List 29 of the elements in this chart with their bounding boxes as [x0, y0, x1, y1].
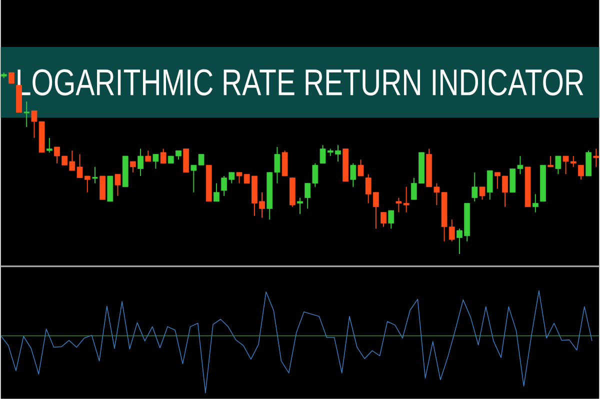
candlestick: [46, 137, 52, 153]
candlestick: [91, 166, 98, 184]
candlestick: [586, 150, 592, 176]
candlestick: [388, 210, 394, 230]
candlestick: [472, 172, 478, 202]
candlestick: [350, 162, 356, 188]
candlestick: [486, 170, 493, 200]
candlestick: [593, 148, 600, 168]
candlestick: [8, 72, 14, 84]
candlestick: [114, 174, 121, 196]
candlestick: [358, 159, 364, 176]
candlestick: [479, 186, 486, 200]
candlestick: [578, 164, 584, 180]
candlestick: [214, 182, 220, 202]
chart-title: LOGARITHMIC RATE RETURN INDICATOR: [18, 69, 584, 96]
candlestick: [380, 212, 386, 228]
candlestick: [130, 161, 136, 173]
candlestick: [100, 176, 106, 200]
candlestick: [152, 154, 159, 170]
candlestick: [160, 148, 166, 164]
candlestick: [138, 148, 144, 176]
candlestick: [282, 150, 288, 176]
candlestick: [23, 101, 30, 128]
candlestick: [532, 194, 538, 213]
candlestick: [555, 156, 562, 175]
candlestick: [183, 148, 190, 173]
candlestick: [297, 197, 303, 215]
candlestick: [548, 156, 554, 168]
candlestick: [145, 150, 152, 162]
